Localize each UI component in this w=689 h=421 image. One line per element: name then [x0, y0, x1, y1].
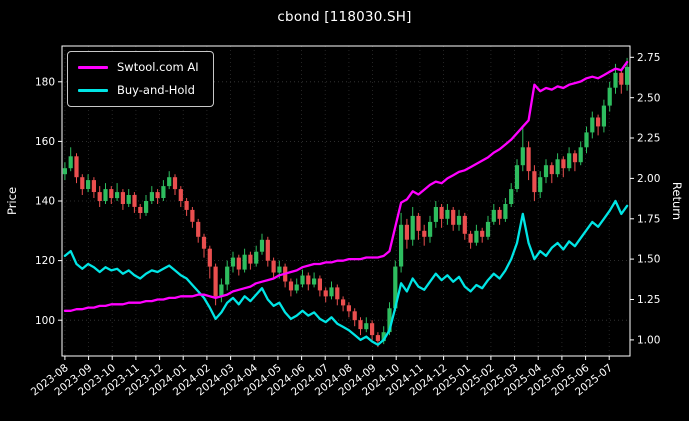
svg-text:1.25: 1.25 — [637, 294, 660, 306]
svg-text:100: 100 — [35, 315, 55, 327]
svg-text:1.75: 1.75 — [637, 213, 660, 225]
legend-item-buy-and-hold: Buy-and-Hold — [78, 83, 199, 97]
svg-text:1.00: 1.00 — [637, 335, 660, 347]
svg-text:160: 160 — [35, 136, 55, 148]
svg-text:1.50: 1.50 — [637, 254, 660, 266]
buy-and-hold-line-swatch — [78, 88, 108, 92]
svg-text:120: 120 — [35, 255, 55, 267]
svg-text:2.00: 2.00 — [637, 173, 660, 185]
svg-text:2.50: 2.50 — [637, 92, 660, 104]
chart-title: cbond [118030.SH] — [277, 9, 412, 25]
legend-item-swtool-ai: Swtool.com AI — [78, 60, 199, 74]
svg-text:180: 180 — [35, 76, 55, 88]
series-lines-layer — [63, 60, 629, 346]
swtool-ai-line-swatch — [78, 65, 108, 69]
legend-label-swtool-ai: Swtool.com AI — [117, 60, 199, 74]
legend-label-buy-and-hold: Buy-and-Hold — [117, 83, 195, 97]
svg-text:2.25: 2.25 — [637, 133, 660, 145]
candles-layer — [62, 57, 630, 348]
svg-text:140: 140 — [35, 196, 55, 208]
svg-text:2.75: 2.75 — [637, 52, 660, 64]
legend: Swtool.com AI Buy-and-Hold — [67, 51, 214, 107]
